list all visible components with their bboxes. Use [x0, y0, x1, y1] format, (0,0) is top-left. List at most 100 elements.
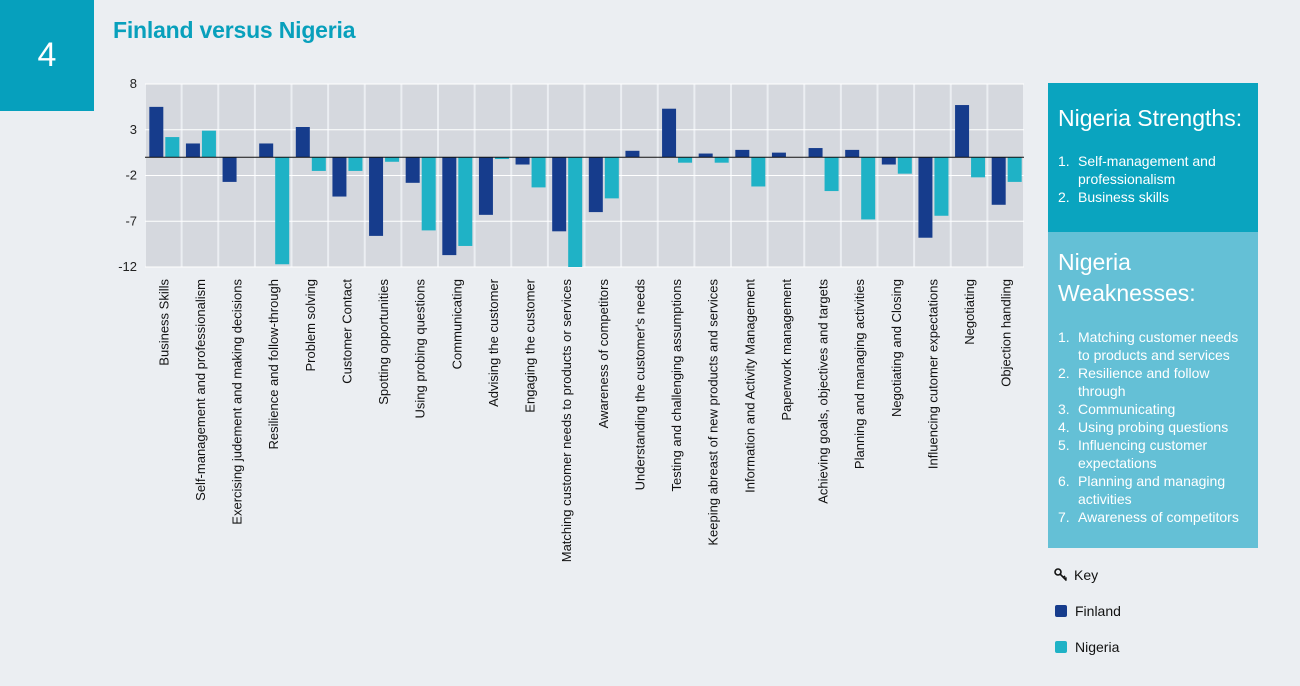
- list-number: 1.: [1058, 329, 1070, 345]
- bar-finland: [698, 153, 713, 158]
- x-tick-label: Objection handling: [999, 279, 1014, 387]
- list-item: 7. Awareness of competitors: [1058, 508, 1248, 526]
- list-text: Communicating: [1078, 401, 1176, 417]
- list-item: 1. Matching customer needs to products an…: [1058, 328, 1248, 364]
- bar-nigeria: [971, 157, 986, 178]
- x-tick-label: Self-management and professionalism: [193, 279, 208, 501]
- x-tick-label: Paperwork management: [779, 279, 794, 421]
- x-tick-label: Matching customer needs to products or s…: [559, 279, 574, 563]
- bar-nigeria: [861, 157, 876, 220]
- bar-finland: [369, 157, 384, 236]
- page-number: 4: [37, 36, 57, 74]
- y-tick-label: 3: [130, 122, 137, 137]
- legend-item-nigeria: Nigeria: [1054, 638, 1121, 656]
- list-item: 5. Influencing customer expectations: [1058, 436, 1248, 472]
- x-tick-label: Problem solving: [303, 279, 318, 372]
- list-number: 1.: [1058, 153, 1070, 169]
- bar-nigeria: [494, 157, 509, 160]
- list-number: 7.: [1058, 509, 1070, 525]
- bar-finland: [222, 157, 237, 182]
- list-text: Planning and managing activities: [1078, 473, 1226, 507]
- list-number: 2.: [1058, 189, 1070, 205]
- bar-chart: 8 3 -2 -7 -12 Business Skills Self-management …: [118, 76, 1024, 563]
- legend-item-finland: Finland: [1054, 602, 1121, 620]
- list-item: 2. Business skills: [1058, 188, 1248, 206]
- x-tick-label: Testing and challenging assumptions: [669, 279, 684, 492]
- list-item: 2. Resilience and follow through: [1058, 364, 1248, 400]
- bar-finland: [955, 105, 970, 158]
- bar-finland: [588, 157, 603, 213]
- x-tick-label: Exercising judement and making decisions: [230, 279, 245, 525]
- bar-nigeria: [678, 157, 693, 163]
- y-tick-label: -2: [125, 168, 137, 183]
- bar-nigeria: [824, 157, 839, 192]
- x-tick-label: Negotiating and Closing: [889, 279, 904, 417]
- bar-finland: [259, 143, 274, 158]
- list-text: Business skills: [1078, 189, 1170, 205]
- bar-finland: [515, 157, 530, 165]
- list-text: Self-management and professionalism: [1078, 153, 1216, 187]
- bar-finland: [552, 157, 567, 232]
- bar-finland: [735, 149, 750, 158]
- bar-finland: [332, 157, 347, 197]
- legend-label-nigeria: Nigeria: [1075, 639, 1120, 655]
- bar-nigeria: [751, 157, 766, 187]
- bar-finland: [625, 150, 640, 158]
- bar-finland: [918, 157, 933, 238]
- x-tick-label: Business Skills: [156, 279, 171, 366]
- x-tick-label: Negotiating: [962, 279, 977, 345]
- bar-nigeria: [348, 157, 363, 171]
- bar-finland: [662, 108, 677, 158]
- bar-nigeria: [531, 157, 546, 188]
- y-tick-label: -7: [125, 213, 137, 228]
- legend-label-finland: Finland: [1075, 603, 1121, 619]
- bar-nigeria: [311, 157, 326, 171]
- bar-finland: [185, 143, 200, 158]
- y-tick-label: 8: [130, 76, 137, 91]
- x-tick-label: Planning and managing activities: [852, 279, 867, 470]
- x-tick-label: Advising the customer: [486, 278, 501, 407]
- list-item: 3. Communicating: [1058, 400, 1248, 418]
- bar-nigeria: [568, 157, 583, 267]
- weaknesses-panel: Nigeria Weaknesses: 1. Matching customer …: [1048, 232, 1258, 548]
- bar-finland: [845, 149, 860, 158]
- list-item: 4. Using probing questions: [1058, 418, 1248, 436]
- list-text: Influencing customer expectations: [1078, 437, 1208, 471]
- legend-swatch-nigeria: [1055, 641, 1067, 653]
- list-number: 3.: [1058, 401, 1070, 417]
- bar-nigeria: [714, 157, 729, 163]
- x-tick-label: Influencing cutomer expectations: [925, 279, 940, 470]
- bar-nigeria: [201, 130, 216, 158]
- bar-finland: [149, 106, 164, 158]
- key-icon: [1054, 568, 1068, 582]
- x-tick-label: Customer Contact: [339, 279, 354, 384]
- bar-finland: [771, 152, 786, 158]
- chart-key: Key Finland Nigeria: [1054, 566, 1121, 674]
- bar-nigeria: [165, 137, 180, 158]
- weaknesses-list: 1. Matching customer needs to products an…: [1058, 328, 1248, 526]
- y-tick-label: -12: [118, 259, 137, 274]
- bar-finland: [295, 127, 310, 158]
- bar-nigeria: [1007, 157, 1022, 182]
- bar-nigeria: [385, 157, 400, 162]
- list-number: 5.: [1058, 437, 1070, 453]
- page-title: Finland versus Nigeria: [113, 17, 356, 43]
- list-number: 6.: [1058, 473, 1070, 489]
- bar-nigeria: [934, 157, 949, 216]
- list-text: Matching customer needs to products and …: [1078, 329, 1239, 363]
- list-item: 6. Planning and managing activities: [1058, 472, 1248, 508]
- x-tick-label: Awareness of competitors: [596, 279, 611, 429]
- bar-finland: [881, 157, 896, 165]
- bar-finland: [442, 157, 457, 256]
- list-number: 2.: [1058, 365, 1070, 381]
- bar-nigeria: [275, 157, 290, 265]
- x-tick-label: Communicating: [449, 279, 464, 369]
- x-tick-label: Information and Activity Management: [742, 279, 757, 493]
- legend-swatch-finland: [1055, 605, 1067, 617]
- bar-nigeria: [604, 157, 619, 199]
- bar-finland: [478, 157, 493, 215]
- list-text: Resilience and follow through: [1078, 365, 1210, 399]
- weaknesses-title: Nigeria Weaknesses:: [1058, 249, 1196, 306]
- strengths-panel: Nigeria Strengths: 1. Self-management and…: [1048, 83, 1258, 232]
- bar-nigeria: [458, 157, 473, 246]
